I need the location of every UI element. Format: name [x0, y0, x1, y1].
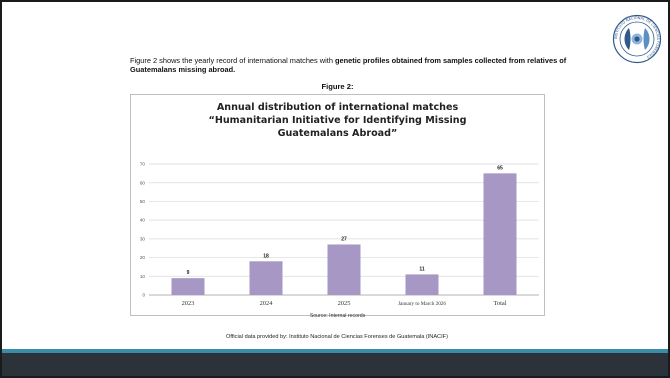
x-tick-label: Total	[493, 300, 506, 307]
intro-text: Figure 2 shows the yearly record of inte…	[130, 56, 335, 65]
bar-data-label: 18	[263, 253, 269, 259]
y-tick-label: 50	[140, 199, 146, 204]
bar	[483, 173, 517, 295]
chart-title-line-2: “Humanitarian Initiative for Identifying…	[208, 115, 467, 126]
x-tick-label: 2024	[260, 300, 274, 307]
bar	[171, 278, 205, 295]
chart-frame: Annual distribution of international mat…	[130, 94, 545, 316]
footer-band	[2, 353, 668, 376]
x-tick-label: 2025	[338, 300, 351, 307]
bar-data-label: 9	[187, 270, 190, 276]
y-tick-label: 40	[140, 218, 146, 223]
chart-title-line-3: Guatemalans Abroad”	[277, 128, 398, 139]
accent-band	[2, 349, 668, 353]
chart-source: Source: Internal records	[309, 313, 366, 319]
figure-label: Figure 2:	[321, 82, 354, 91]
bar	[405, 274, 439, 295]
bar	[327, 244, 361, 295]
chart-title-line-1: Annual distribution of international mat…	[216, 102, 459, 113]
bar-data-label: 11	[419, 266, 425, 272]
intro-text-bold: genetic profiles obtained from samples c…	[130, 56, 567, 74]
intro-paragraph: Figure 2 shows the yearly record of inte…	[130, 56, 570, 74]
y-tick-label: 10	[140, 274, 146, 279]
official-data-note: Official data provided by: Instituto Nac…	[226, 334, 448, 340]
inacif-seal-logo: INSTITUTO NACIONAL DE CIENCIAS FORENSES	[612, 14, 662, 64]
x-tick-label: January to March 2026	[398, 301, 446, 307]
y-tick-label: 70	[140, 162, 146, 167]
y-tick-label: 20	[140, 255, 146, 260]
y-tick-label: 60	[140, 180, 146, 185]
bar	[249, 261, 283, 295]
y-tick-label: 0	[142, 293, 145, 298]
y-tick-label: 30	[140, 236, 146, 241]
bar-data-label: 65	[497, 165, 503, 171]
bar-chart: 0 10 20 30 40 50 60 70 9 2023 18 2024 27 2025 11 Januar…	[140, 162, 539, 307]
bar-data-label: 27	[341, 236, 347, 242]
chart-title: Annual distribution of international mat…	[131, 101, 544, 140]
x-tick-label: 2023	[182, 300, 195, 307]
